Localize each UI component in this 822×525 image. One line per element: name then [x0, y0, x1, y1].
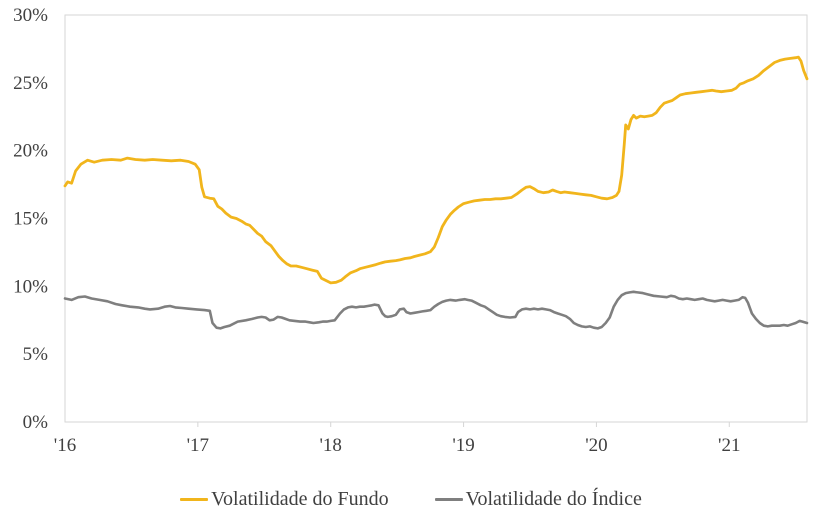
x-tick-label: '18 — [319, 435, 341, 456]
y-tick-label: 20% — [13, 141, 48, 162]
y-tick-label: 10% — [13, 276, 48, 297]
x-tick-label: '17 — [187, 435, 209, 456]
fundo-line-swatch — [180, 497, 209, 501]
x-tick-label: '20 — [585, 435, 607, 456]
indice-legend-label: Volatilidade do Índice — [465, 488, 642, 510]
series-line-indice — [63, 290, 809, 330]
y-tick-label: 5% — [23, 344, 49, 365]
y-tick-label: 15% — [13, 209, 48, 230]
chart-legend: Volatilidade do Fundo Volatilidade do Ín… — [0, 489, 822, 509]
plot-border — [64, 14, 808, 423]
legend-item-indice: Volatilidade do Índice — [434, 488, 642, 510]
y-tick-label: 30% — [13, 5, 48, 26]
x-tick-label: '19 — [452, 435, 474, 456]
y-tick-label: 25% — [13, 73, 48, 94]
series-line-fundo — [63, 55, 809, 285]
x-tick-label: '16 — [54, 435, 76, 456]
fundo-legend-label: Volatilidade do Fundo — [211, 488, 389, 510]
legend-item-fundo: Volatilidade do Fundo — [180, 488, 389, 510]
x-tick-label: '21 — [718, 435, 740, 456]
chart-svg: 0% 5% 10% 15% 20% 25% 30% '16 '17 '18 '19 '20 '21 — [13, 5, 809, 456]
indice-line-swatch — [434, 497, 463, 501]
y-tick-label: 0% — [23, 412, 49, 433]
